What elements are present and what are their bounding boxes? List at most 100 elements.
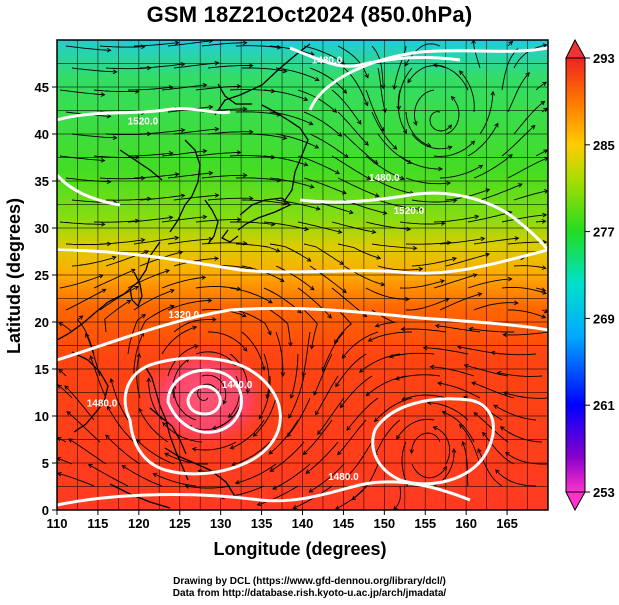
streamline [399, 221, 445, 225]
streamline [473, 302, 518, 311]
streamline-arrow [297, 308, 302, 314]
streamline-arrow [327, 313, 332, 319]
streamline-arrow [490, 90, 496, 96]
streamline [439, 237, 485, 245]
streamline-arrow [89, 355, 94, 361]
streamline [269, 243, 312, 262]
streamline-arrow [202, 214, 208, 220]
streamline [167, 172, 213, 179]
streamline [535, 287, 546, 292]
x-tick-label: 110 [47, 516, 68, 531]
streamline [302, 331, 311, 377]
y-tick-label: 35 [35, 174, 49, 189]
streamline [429, 111, 452, 132]
streamline-arrow [140, 175, 146, 181]
streamline-arrow [422, 345, 428, 351]
colorbar-top-arrow [565, 38, 586, 59]
streamline [58, 322, 73, 333]
streamline [57, 457, 73, 465]
streamline [207, 131, 253, 135]
streamline-arrow [141, 314, 147, 319]
streamline-arrow [134, 286, 139, 291]
streamline [309, 67, 347, 94]
streamline-arrow [450, 95, 456, 101]
streamline-arrow [364, 101, 369, 107]
streamline-arrow [242, 172, 248, 178]
streamline [59, 89, 105, 96]
colorbar-scale [565, 57, 586, 493]
streamline-arrow [418, 266, 424, 272]
streamline [491, 351, 537, 356]
streamline [411, 133, 452, 150]
streamline [68, 438, 107, 465]
streamline-arrow [432, 426, 438, 431]
streamline-arrow [374, 417, 379, 423]
streamline-arrow [309, 344, 315, 350]
streamline [377, 265, 423, 271]
credit-data: Data from http://database.rish.kyoto-u.a… [172, 588, 447, 599]
streamline-arrow [409, 449, 415, 455]
streamline [76, 315, 95, 355]
streamline-arrow [87, 464, 93, 469]
streamline [195, 151, 241, 157]
streamline-arrow [105, 434, 110, 440]
height-contour [57, 174, 121, 207]
streamline [411, 432, 441, 454]
streamline [263, 221, 309, 231]
streamline-arrow [459, 423, 464, 429]
streamline [85, 333, 101, 377]
streamline-arrow [222, 399, 227, 405]
streamline [433, 426, 451, 465]
colorbar-tick-label: 285 [593, 138, 615, 153]
streamline-arrow [502, 332, 508, 338]
streamline-arrow [541, 219, 547, 224]
streamline [473, 237, 519, 245]
streamline [207, 65, 253, 69]
streamline [297, 89, 337, 113]
streamline-arrow [308, 488, 314, 493]
streamline [229, 155, 275, 159]
streamline-arrow [248, 129, 254, 135]
streamline [229, 353, 249, 394]
streamline [342, 331, 379, 359]
streamline [459, 70, 475, 113]
streamline-arrow [404, 61, 409, 67]
y-tick-label: 5 [42, 456, 49, 471]
streamline [133, 332, 144, 376]
streamline-arrow [314, 144, 320, 149]
streamline [208, 331, 248, 352]
streamline-arrow [106, 47, 112, 53]
streamline [497, 372, 543, 377]
height-contour [371, 397, 495, 486]
streamline [346, 397, 379, 431]
x-tick-label: 150 [373, 516, 395, 531]
streamline-arrow [337, 450, 342, 456]
streamline [59, 274, 104, 289]
streamline [139, 63, 185, 69]
streamline-arrow [335, 170, 340, 175]
streamline [228, 375, 241, 418]
x-tick-label: 140 [292, 516, 314, 531]
streamline-arrow [542, 81, 547, 87]
streamline [253, 397, 277, 437]
streamline [288, 375, 305, 419]
streamline [482, 432, 515, 465]
streamline [513, 265, 546, 269]
streamline-arrow [382, 210, 388, 215]
streamline [467, 211, 512, 223]
streamline [371, 111, 397, 150]
streamline [297, 155, 340, 174]
streamline [541, 107, 548, 113]
streamline-arrow [201, 275, 207, 280]
streamline [439, 164, 483, 179]
streamline [258, 375, 271, 420]
streamline-arrow [407, 78, 412, 84]
streamline [136, 439, 175, 465]
streamline [201, 174, 247, 179]
streamline-arrow [339, 260, 345, 265]
streamline-arrow [214, 256, 219, 261]
streamline-arrow [126, 299, 132, 305]
streamline-arrow [337, 132, 343, 137]
streamline [71, 67, 117, 73]
height-contour [57, 107, 231, 122]
